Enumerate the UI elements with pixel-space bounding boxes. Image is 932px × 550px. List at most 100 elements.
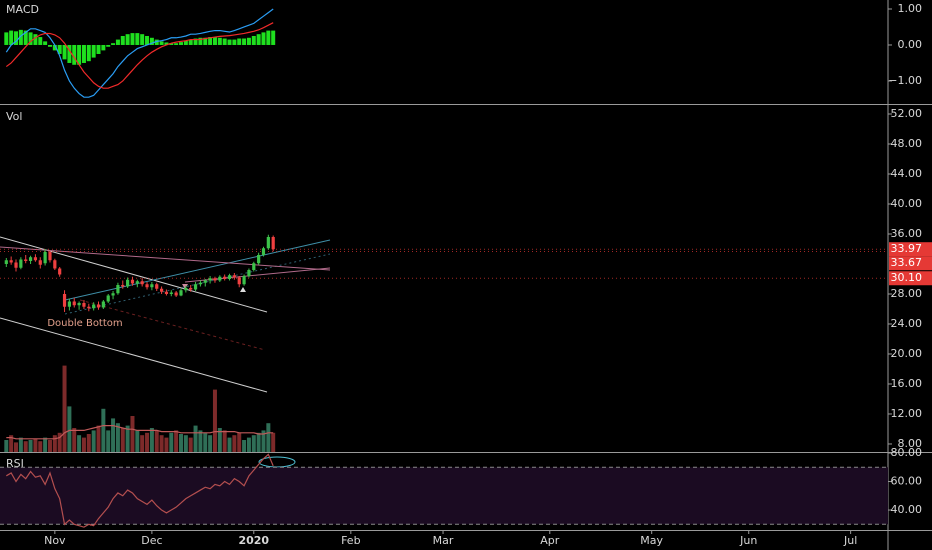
x-tick-label: Mar [433,534,454,547]
candle-body [82,302,86,307]
volume-bar [96,425,101,452]
histogram-bar [183,40,188,45]
y-tick-label: 40.00 [891,503,923,516]
volume-bar [18,437,23,452]
histogram-bar [237,38,242,45]
volume-bar [227,437,232,452]
candle-body [92,304,96,309]
histogram-bar [96,44,101,54]
histogram-bar [101,44,106,51]
histogram-bar [193,38,198,45]
histogram-bar [256,34,261,45]
histogram-bar [178,42,183,45]
volume-bar [130,416,135,452]
candle-body [189,287,193,290]
histogram-bar [212,37,217,45]
histogram-bar [159,41,164,45]
candle-body [145,284,149,288]
candle-body [184,287,188,291]
histogram-bar [28,32,33,45]
histogram-bar [81,44,86,63]
volume-bar [135,430,140,452]
price-label-bg [889,256,932,271]
histogram-bar [149,37,154,45]
y-tick-label: 8.00 [898,437,923,450]
x-tick-label: May [640,534,663,547]
candle-body [242,275,246,285]
candle-body [193,284,198,290]
trendline [64,253,331,315]
candle-body [101,301,105,308]
volume-bar [9,435,14,452]
candle-body [96,304,101,308]
candle-body [24,259,28,261]
x-tick-label: Apr [540,534,560,547]
candle-body [237,277,241,285]
x-tick-label: Jun [739,534,757,547]
histogram-bar [271,30,276,45]
annotation: Double Bottom [47,318,122,329]
volume-bar [52,435,57,452]
histogram-bar [266,30,271,45]
candle-body [121,284,125,287]
candle-body [198,282,203,285]
volume-bar [188,437,193,452]
volume-bar [251,435,256,452]
volume-bar [222,430,227,452]
price-label: 30.10 [891,271,923,284]
candle-body [247,269,251,276]
volume-bar [208,435,213,452]
volume-bar [198,430,203,452]
price-label: 33.67 [891,256,923,269]
candle-body [106,295,110,302]
candle-body [203,280,207,283]
x-tick-label: Dec [141,534,162,547]
histogram-bar [246,37,251,45]
volume-bar [28,440,33,452]
volume-bar [111,418,116,452]
candle-body [266,236,270,249]
candle-body [218,276,222,281]
candle-body [130,279,135,284]
candle-body [43,251,47,264]
histogram-bar [174,43,179,45]
trendline [79,299,266,351]
volume-bar [174,430,179,452]
candle-body [213,278,217,281]
histogram-bar [57,44,62,54]
histogram-bar [242,38,247,45]
candle-body [164,291,169,294]
x-tick-label: 2020 [238,534,269,547]
candle-body [159,288,164,292]
histogram-bar [188,39,193,45]
candle-body [179,290,183,296]
y-tick-label: 40.00 [891,197,923,210]
volume-bar [183,435,188,452]
trendline [64,239,331,301]
volume-bar [266,423,271,452]
candle-body [261,248,266,255]
candle-body [252,263,256,270]
volume-bar [149,428,154,452]
y-tick-label: 52.00 [891,107,923,120]
volume-bar [57,432,62,452]
y-tick-label: 1.00 [898,2,923,15]
candle-body [223,276,227,279]
volume-bar [193,425,198,452]
histogram-bar [145,35,150,45]
candle-body [28,257,33,261]
candle-body [38,260,42,265]
volume-bar [14,442,19,452]
candle-body [53,260,57,269]
candle-body [14,262,18,268]
candle-body [116,284,120,294]
histogram-bar [135,33,140,45]
y-tick-label: 12.00 [891,407,923,420]
histogram-bar [91,44,96,58]
price-label-bg [889,271,932,286]
histogram-bar [4,32,9,45]
candle-body [126,279,130,287]
y-tick-label: 48.00 [891,137,923,150]
volume-bar [77,435,82,452]
